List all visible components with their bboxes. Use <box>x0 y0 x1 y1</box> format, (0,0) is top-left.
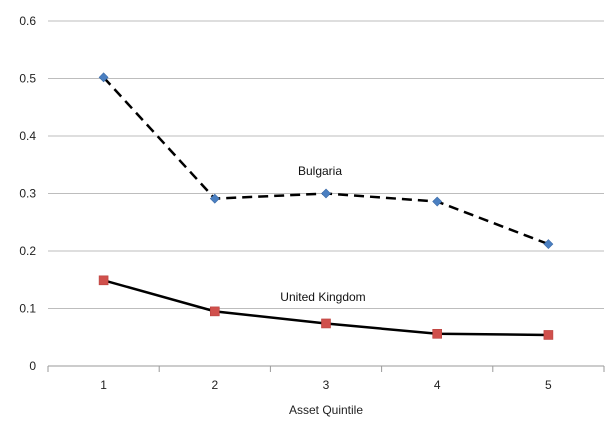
data-point-bulgaria-5 <box>543 239 554 250</box>
series-line-bulgaria <box>102 76 549 246</box>
series-label-bulgaria: Bulgaria <box>298 164 342 178</box>
data-point-bulgaria-4 <box>432 196 443 207</box>
data-point-bulgaria-1 <box>98 72 109 83</box>
data-point-united-kingdom-4 <box>432 328 443 339</box>
data-point-bulgaria-2 <box>209 193 220 204</box>
x-tick-label-3: 3 <box>323 378 330 392</box>
y-tick-label-4: 0.4 <box>19 129 36 143</box>
data-point-united-kingdom-3 <box>321 318 331 329</box>
data-point-bulgaria-3 <box>321 188 331 199</box>
x-tick-label-5: 5 <box>545 378 552 392</box>
series-markers <box>98 72 554 340</box>
y-tick-label-1: 0.1 <box>19 302 36 316</box>
y-tick-label-6: 0.6 <box>19 14 36 28</box>
data-point-united-kingdom-5 <box>543 330 554 340</box>
data-point-united-kingdom-2 <box>210 306 220 317</box>
x-tick-label-4: 4 <box>434 378 441 392</box>
y-tick-label-2: 0.2 <box>19 244 36 258</box>
series-label-united-kingdom: United Kingdom <box>280 290 365 304</box>
x-tick-label-1: 1 <box>100 378 107 392</box>
x-axis-title: Asset Quintile <box>289 403 363 417</box>
data-point-united-kingdom-1 <box>98 275 109 286</box>
x-axis-ticks: 1 2 3 4 5 <box>47 366 605 392</box>
x-tick-label-2: 2 <box>211 378 218 392</box>
y-axis-ticks: 0 0.1 0.2 0.3 0.4 0.5 0.6 <box>19 14 36 373</box>
y-tick-label-3: 0.3 <box>19 187 36 201</box>
y-tick-label-5: 0.5 <box>19 72 36 86</box>
y-tick-label-0: 0 <box>29 359 36 373</box>
